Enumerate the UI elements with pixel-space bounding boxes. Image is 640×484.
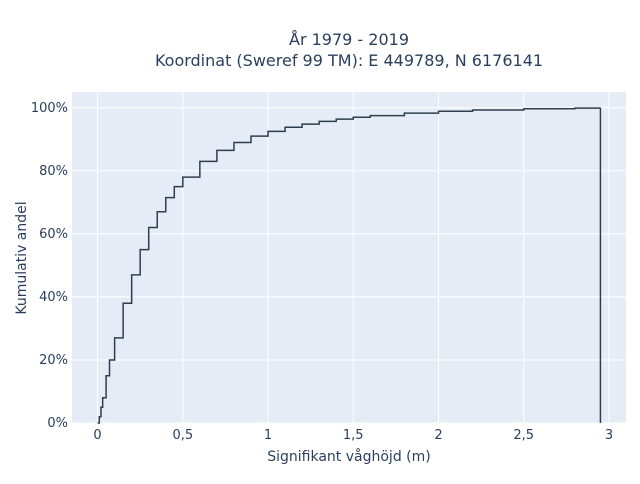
series-line <box>97 107 602 424</box>
x-tick-label: 0 <box>93 428 101 443</box>
plot-area <box>72 92 626 423</box>
x-tick-label: 2 <box>434 428 442 443</box>
series-layer <box>97 107 602 424</box>
y-tick-labels: 0% 20% 40% 60% 80% 100% <box>31 101 68 431</box>
y-tick-label: 40% <box>39 290 68 305</box>
x-axis-label: Signifikant våghöjd (m) <box>267 448 430 465</box>
grid-lines <box>72 92 626 424</box>
chart-title-line-1: År 1979 - 2019 <box>289 30 409 49</box>
y-tick-label: 100% <box>31 101 68 116</box>
chart-title-line-2: Koordinat (Sweref 99 TM): E 449789, N 61… <box>155 51 543 70</box>
x-tick-label: 1,5 <box>343 428 364 443</box>
x-tick-label: 1 <box>264 428 272 443</box>
y-tick-label: 20% <box>39 353 68 368</box>
x-tick-label: 0,5 <box>172 428 193 443</box>
x-tick-labels: 0 0,5 1 1,5 2 2,5 3 <box>93 428 613 443</box>
x-tick-label: 3 <box>605 428 613 443</box>
x-tick-label: 2,5 <box>513 428 534 443</box>
y-tick-label: 0% <box>47 416 68 431</box>
y-tick-label: 80% <box>39 164 68 179</box>
y-tick-label: 60% <box>39 227 68 242</box>
y-axis-label: Kumulativ andel <box>14 201 30 314</box>
